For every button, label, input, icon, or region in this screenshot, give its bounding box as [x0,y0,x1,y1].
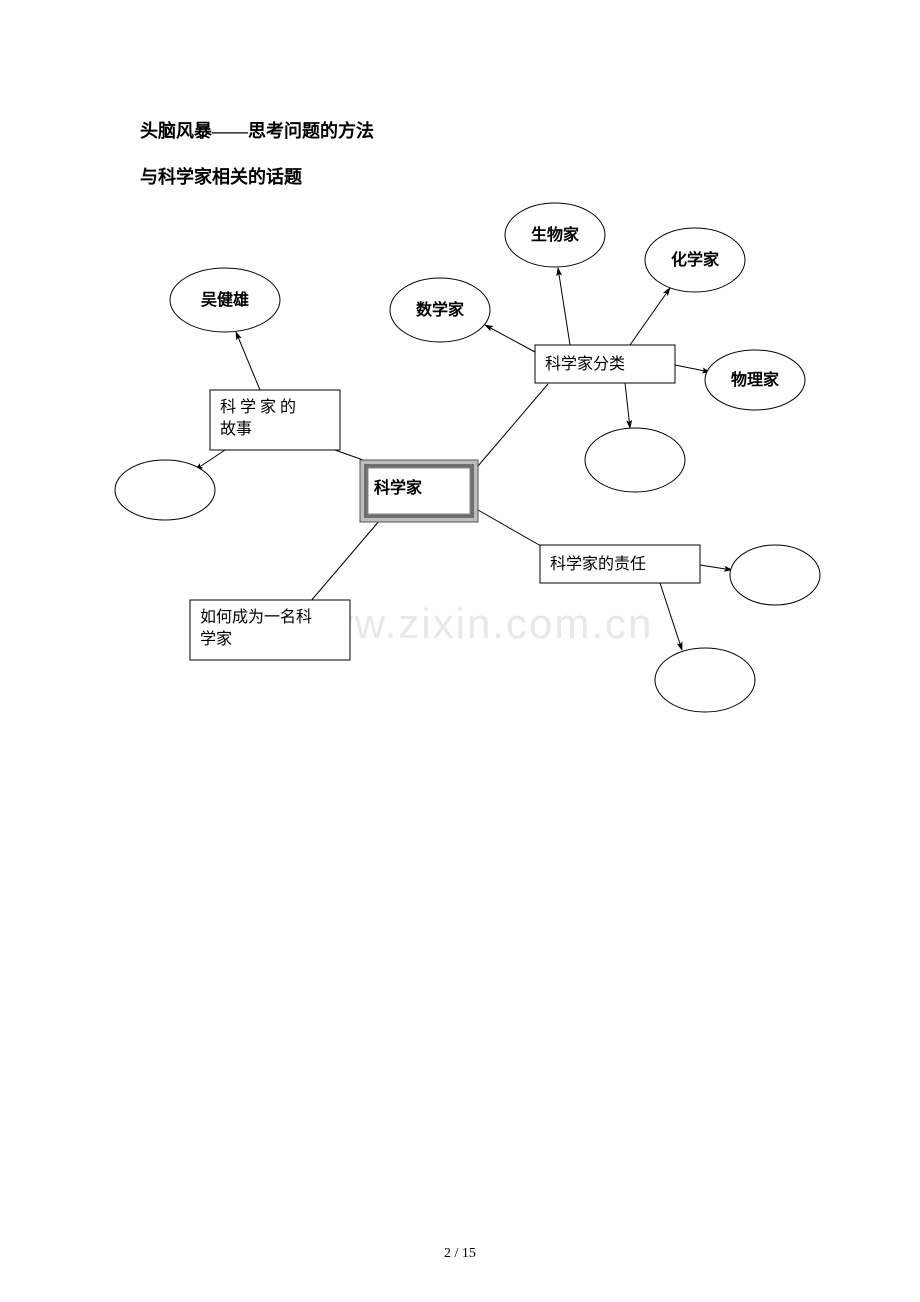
edge-category-math [485,325,535,352]
node-story_blank [115,460,215,520]
svg-text:如何成为一名科: 如何成为一名科 [200,608,312,626]
svg-text:科学家: 科学家 [374,478,423,497]
edge-category-phys [675,365,710,372]
mindmap-diagram: 科学家 科 学 家 的故事 吴健雄如何成为一名科学家 科学家分类 数学家 生物家化学家物理… [0,0,920,1302]
node-story: 科 学 家 的故事 [210,390,340,450]
page-footer: 2 / 15 [0,1246,920,1262]
svg-text:生物家: 生物家 [531,225,580,244]
node-category: 科学家分类 [535,345,675,383]
svg-text:物理家: 物理家 [731,370,780,389]
node-bio: 生物家 [505,203,605,267]
edge-center-how [310,520,380,602]
node-center: 科学家 [360,460,478,522]
svg-text:科 学 家 的: 科 学 家 的 [220,398,296,416]
node-math: 数学家 [390,278,490,342]
node-phys: 物理家 [705,350,805,410]
node-wu: 吴健雄 [170,268,280,332]
svg-text:科学家分类: 科学家分类 [545,355,625,373]
edge-category-chem [630,288,670,345]
edge-story-wu [236,332,260,390]
node-chem: 化学家 [645,228,745,292]
svg-text:化学家: 化学家 [671,250,720,269]
svg-text:吴健雄: 吴健雄 [201,290,249,309]
edge-duty-duty_b2 [660,583,682,650]
node-cat_blank [585,428,685,492]
node-duty: 科学家的责任 [540,545,700,583]
edge-center-duty [478,510,548,550]
node-duty_b1 [730,545,820,605]
edge-category-bio [558,268,570,345]
edge-center-category [478,384,548,466]
edge-duty-duty_b1 [700,565,732,570]
node-how: 如何成为一名科学家 [190,600,350,660]
edge-category-cat_blank [625,383,630,428]
node-duty_b2 [655,648,755,712]
svg-text:数学家: 数学家 [416,300,465,319]
edge-story-story_blank [195,450,225,470]
svg-text:科学家的责任: 科学家的责任 [550,555,646,573]
svg-text:故事: 故事 [220,420,252,438]
svg-text:学家: 学家 [200,630,232,648]
